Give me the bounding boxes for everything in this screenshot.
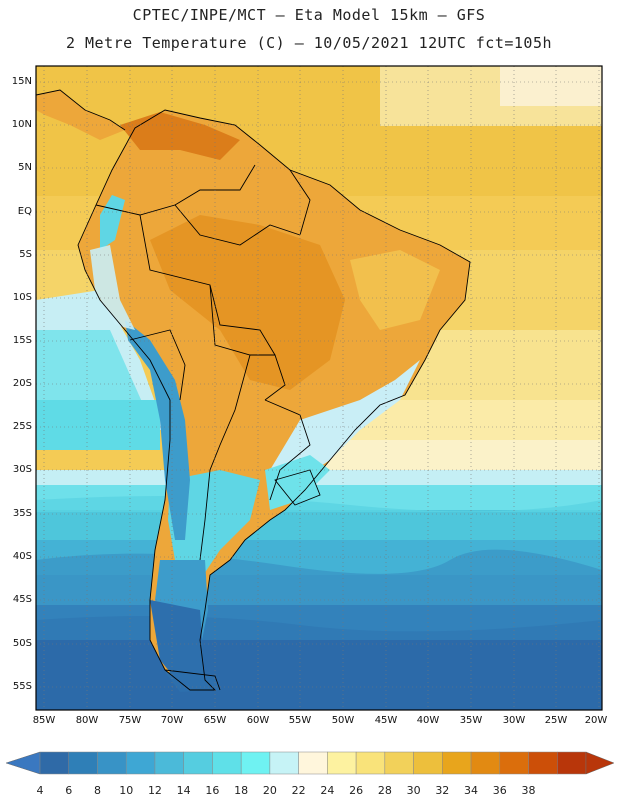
lat-label: 10N	[11, 119, 32, 130]
colorbar-segment	[240, 751, 271, 775]
colorbar-tick-label: 8	[93, 784, 101, 797]
lon-label: 20W	[584, 715, 608, 726]
colorbar-segment	[528, 751, 558, 775]
colorbar-tick-label: 6	[65, 784, 73, 797]
colorbar-tick-label: 28	[377, 784, 392, 797]
colorbar-segment	[39, 751, 69, 775]
colorbar-segment	[442, 751, 472, 775]
colorbar-segment	[68, 751, 98, 775]
colorbar-segment	[154, 751, 184, 775]
colorbar-segment	[125, 751, 156, 775]
colorbar-tick-label: 10	[119, 784, 134, 797]
graticule	[36, 66, 602, 710]
lat-label: 30S	[12, 464, 32, 475]
colorbar-segment	[384, 751, 414, 775]
colorbar-under-arrow	[5, 751, 41, 775]
lon-label: 70W	[160, 715, 184, 726]
colorbar-tick-label: 26	[349, 784, 364, 797]
colorbar-tick-label: 16	[205, 784, 220, 797]
lat-label: 15S	[12, 335, 32, 346]
colorbar-tick-label: 32	[435, 784, 450, 797]
lat-label: 20S	[12, 378, 32, 389]
chart-title-line1: CPTEC/INPE/MCT – Eta Model 15km – GFS	[132, 6, 486, 24]
lat-label: 50S	[12, 638, 32, 649]
colorbar-tick-label: 30	[406, 784, 421, 797]
lat-label: 40S	[12, 551, 32, 562]
colorbar-tick-label: 18	[234, 784, 249, 797]
lat-label: 10S	[12, 292, 32, 303]
colorbar-tick-label: 4	[36, 784, 44, 797]
colorbar-tick-label: 20	[262, 784, 277, 797]
colorbar-tick-label: 14	[176, 784, 191, 797]
colorbar-segment	[212, 751, 242, 775]
colorbar-tick-label: 24	[320, 784, 335, 797]
colorbar-tick-label: 38	[521, 784, 536, 797]
lat-label: 5N	[18, 162, 32, 173]
colorbar-over-arrow	[585, 751, 615, 775]
map-frame	[35, 65, 603, 711]
lat-label: 55S	[12, 681, 32, 692]
chart-title-line2: 2 Metre Temperature (C) – 10/05/2021 12U…	[65, 34, 553, 52]
colorbar-tick-label: 12	[147, 784, 162, 797]
lon-label: 55W	[288, 715, 312, 726]
country-borders	[36, 89, 471, 691]
colorbar-tick-label: 36	[492, 784, 507, 797]
lon-label: 80W	[75, 715, 99, 726]
color-scale-bar	[5, 751, 615, 775]
lon-label: 75W	[118, 715, 142, 726]
colorbar-segment	[269, 751, 299, 775]
lat-label: 25S	[12, 421, 32, 432]
lat-label: 35S	[12, 508, 32, 519]
colorbar-segment	[470, 751, 501, 775]
temperature-map	[35, 65, 603, 711]
colorbar-segment	[298, 751, 328, 775]
colorbar-segment	[97, 751, 127, 775]
lon-label: 65W	[203, 715, 227, 726]
colorbar-segment	[183, 751, 213, 775]
lon-label: 30W	[502, 715, 526, 726]
colorbar-tick-label: 22	[291, 784, 306, 797]
colorbar-segment	[499, 751, 529, 775]
lon-label: 35W	[459, 715, 483, 726]
lat-label: EQ	[17, 206, 32, 217]
lon-label: 85W	[32, 715, 56, 726]
lon-label: 25W	[544, 715, 568, 726]
colorbar-segment	[557, 751, 587, 775]
colorbar-segment	[413, 751, 443, 775]
colorbar-segment	[327, 751, 357, 775]
lon-label: 50W	[331, 715, 355, 726]
colorbar-tick-label: 34	[464, 784, 479, 797]
lon-label: 40W	[416, 715, 440, 726]
colorbar-segment	[355, 751, 386, 775]
lat-label: 15N	[11, 76, 32, 87]
lat-label: 5S	[19, 249, 32, 260]
lon-label: 60W	[246, 715, 270, 726]
lon-label: 45W	[374, 715, 398, 726]
lat-label: 45S	[12, 594, 32, 605]
